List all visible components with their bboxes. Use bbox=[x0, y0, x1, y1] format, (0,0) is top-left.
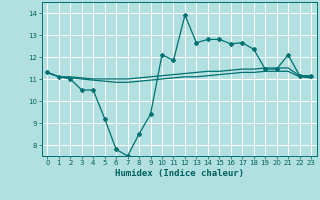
X-axis label: Humidex (Indice chaleur): Humidex (Indice chaleur) bbox=[115, 169, 244, 178]
